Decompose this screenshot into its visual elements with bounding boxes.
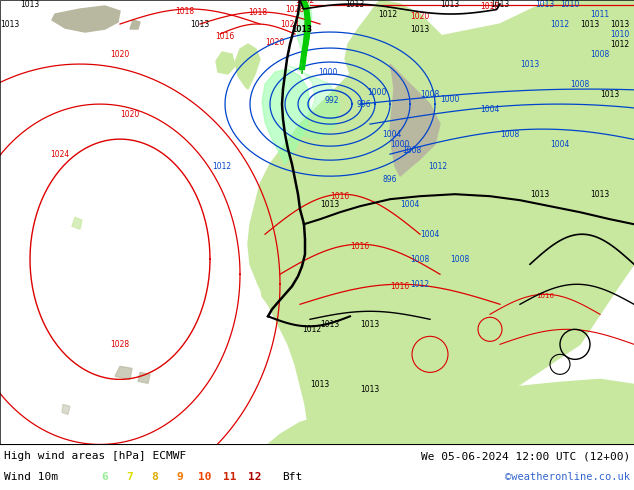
Text: 1004: 1004: [382, 130, 402, 139]
Text: 1013: 1013: [410, 24, 430, 33]
Text: 1016: 1016: [330, 192, 349, 201]
Polygon shape: [62, 404, 70, 415]
Text: 992: 992: [325, 96, 339, 104]
Text: 1028: 1028: [285, 4, 304, 14]
Text: 1013: 1013: [490, 0, 510, 8]
Text: 1013: 1013: [441, 0, 460, 8]
Text: 1013: 1013: [590, 190, 610, 198]
Text: 1016: 1016: [391, 282, 410, 291]
Text: 1020: 1020: [110, 49, 129, 58]
Text: 1020: 1020: [410, 12, 430, 21]
Polygon shape: [297, 0, 312, 54]
Text: 1013: 1013: [292, 24, 313, 33]
Text: 1018: 1018: [481, 1, 500, 10]
Polygon shape: [216, 52, 235, 74]
Text: ©weatheronline.co.uk: ©weatheronline.co.uk: [505, 472, 630, 482]
Polygon shape: [302, 4, 310, 74]
Text: 1004: 1004: [420, 230, 440, 239]
Text: 1008: 1008: [571, 79, 590, 89]
Text: 1008: 1008: [420, 90, 439, 98]
Text: 1020: 1020: [266, 38, 285, 47]
Polygon shape: [345, 0, 470, 244]
Text: 1008: 1008: [500, 130, 520, 139]
Polygon shape: [262, 69, 310, 164]
Text: 1012: 1012: [429, 162, 448, 171]
Text: 1024: 1024: [50, 149, 70, 159]
Text: 1013: 1013: [600, 90, 619, 98]
Text: 1012: 1012: [550, 20, 569, 28]
Text: 1013: 1013: [580, 20, 600, 28]
Text: 1012: 1012: [410, 280, 430, 289]
Text: 1024: 1024: [280, 20, 300, 28]
Text: 1013: 1013: [521, 60, 540, 69]
Polygon shape: [248, 0, 634, 444]
Text: 1013: 1013: [535, 0, 555, 8]
Text: 1000: 1000: [318, 68, 338, 76]
Text: 1012: 1012: [302, 325, 321, 334]
Text: 1032: 1032: [295, 0, 314, 4]
Text: 1000: 1000: [440, 95, 460, 103]
Polygon shape: [235, 44, 260, 89]
Polygon shape: [138, 372, 150, 383]
Text: 8: 8: [152, 472, 158, 482]
Text: 1028: 1028: [110, 340, 129, 349]
Polygon shape: [115, 367, 132, 379]
Text: 1010: 1010: [611, 29, 630, 39]
Text: 1016: 1016: [216, 31, 235, 41]
Text: 1018: 1018: [249, 7, 268, 17]
Text: 7: 7: [127, 472, 133, 482]
Text: 1012: 1012: [611, 40, 630, 49]
Text: 1008: 1008: [410, 255, 430, 264]
Polygon shape: [288, 66, 340, 139]
Polygon shape: [260, 219, 368, 314]
Text: 1013: 1013: [311, 380, 330, 389]
Text: 1016: 1016: [536, 294, 554, 299]
Text: 1013: 1013: [360, 320, 380, 329]
Polygon shape: [268, 379, 634, 444]
Text: 1000: 1000: [367, 88, 387, 97]
Text: 1013: 1013: [320, 320, 340, 329]
Text: 896: 896: [383, 174, 398, 184]
Polygon shape: [130, 20, 140, 29]
Text: 1004: 1004: [400, 200, 420, 209]
Text: 1013: 1013: [360, 385, 380, 394]
Text: 1016: 1016: [351, 242, 370, 251]
Text: 1008: 1008: [403, 146, 422, 155]
Text: 1013: 1013: [320, 200, 340, 209]
Text: 1013: 1013: [611, 20, 630, 28]
Text: High wind areas [hPa] ECMWF: High wind areas [hPa] ECMWF: [4, 451, 186, 461]
Text: 1000: 1000: [391, 140, 410, 148]
Text: 1008: 1008: [450, 255, 470, 264]
Polygon shape: [390, 64, 440, 176]
Polygon shape: [305, 146, 385, 204]
Polygon shape: [72, 217, 82, 229]
Text: 1013: 1013: [346, 0, 365, 8]
Text: 1020: 1020: [120, 110, 139, 119]
Text: 1013: 1013: [531, 190, 550, 198]
Text: 1011: 1011: [590, 9, 609, 19]
Text: 1004: 1004: [481, 104, 500, 114]
Polygon shape: [52, 6, 120, 32]
Text: 1010: 1010: [560, 0, 579, 8]
Text: 1008: 1008: [590, 49, 610, 58]
Text: We 05-06-2024 12:00 UTC (12+00): We 05-06-2024 12:00 UTC (12+00): [421, 451, 630, 461]
Text: 1013: 1013: [20, 0, 39, 8]
Text: 10: 10: [198, 472, 212, 482]
Text: Wind 10m: Wind 10m: [4, 472, 58, 482]
Text: 11: 11: [223, 472, 236, 482]
Text: Bft: Bft: [282, 472, 302, 482]
Text: 1018: 1018: [176, 6, 195, 16]
Text: 12: 12: [249, 472, 262, 482]
Text: 6: 6: [101, 472, 108, 482]
Text: 1013: 1013: [190, 20, 210, 28]
Text: 9: 9: [177, 472, 183, 482]
Text: 1013: 1013: [1, 20, 20, 28]
Text: 1012: 1012: [212, 162, 231, 171]
Text: 1004: 1004: [550, 140, 570, 148]
Text: 996: 996: [357, 99, 372, 109]
Text: 1012: 1012: [378, 9, 398, 19]
